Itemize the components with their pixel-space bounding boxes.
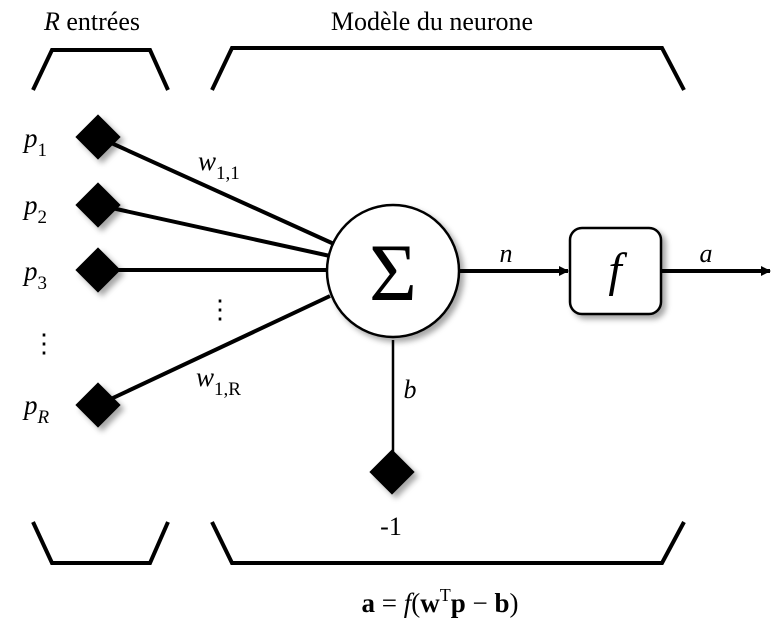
input-label-1: p1 bbox=[22, 123, 47, 161]
bias-input-value: -1 bbox=[380, 512, 402, 541]
input-label-r: pR bbox=[22, 390, 50, 428]
weight-label-1-1: w1,1 bbox=[198, 146, 240, 184]
model-title: Modèle du neurone bbox=[331, 7, 533, 36]
bias-label: b bbox=[404, 375, 417, 404]
weight-line-2 bbox=[97, 203, 331, 258]
model-bracket-top bbox=[210, 46, 686, 91]
inputs-title: R entrées bbox=[43, 7, 140, 36]
weight-label-1-r: w1,R bbox=[196, 362, 241, 400]
input-diamond-1 bbox=[75, 114, 121, 160]
weight-ellipsis: ⋮ bbox=[207, 295, 233, 324]
neuron-formula: a = f(wTp − b) bbox=[361, 585, 518, 618]
output-label: a bbox=[700, 239, 713, 268]
weight-line-r bbox=[97, 294, 331, 407]
input-ellipsis: ⋮ bbox=[31, 329, 57, 358]
input-diamond-r bbox=[75, 382, 121, 428]
input-label-3: p3 bbox=[22, 256, 47, 294]
summation-symbol: Σ bbox=[369, 227, 417, 318]
summation-node bbox=[325, 203, 461, 339]
transfer-function-box bbox=[568, 226, 663, 316]
input-diamond-3 bbox=[75, 247, 121, 293]
inputs-bracket-top bbox=[31, 48, 170, 91]
weight-line-1 bbox=[97, 135, 335, 246]
input-label-2: p2 bbox=[22, 190, 47, 228]
net-input-label: n bbox=[500, 239, 513, 268]
bias-diamond bbox=[369, 449, 415, 495]
input-diamond-2 bbox=[75, 182, 121, 228]
model-bracket-bottom bbox=[210, 521, 686, 565]
inputs-bracket-bottom bbox=[31, 521, 170, 565]
